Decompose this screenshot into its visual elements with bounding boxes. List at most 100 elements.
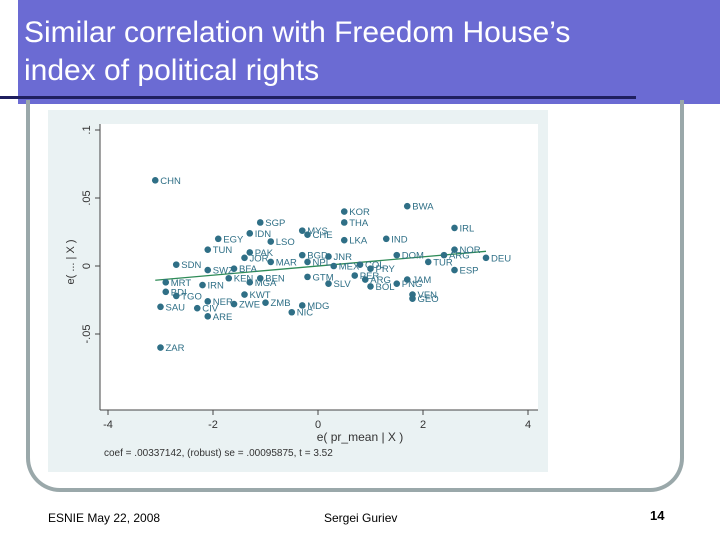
point-label-lso: LSO xyxy=(276,237,295,248)
point-label-esp: ESP xyxy=(460,266,479,277)
point-nic xyxy=(288,308,296,316)
y-tick-label: -.05 xyxy=(81,325,93,344)
point-label-pry: PRY xyxy=(376,264,396,275)
point-label-lka: LKA xyxy=(349,236,368,247)
y-axis-label: e( ... | X ) xyxy=(65,239,77,284)
point-label-nor: NOR xyxy=(460,245,481,256)
point-mdg xyxy=(298,302,306,309)
point-label-zmb: ZMB xyxy=(271,298,291,309)
point-npl xyxy=(304,258,311,266)
point-label-swz: SWZ xyxy=(213,266,234,277)
point-ken xyxy=(225,274,233,282)
point-label-geo: GEO xyxy=(418,294,439,305)
point-jnr xyxy=(325,253,332,260)
point-tgo xyxy=(172,292,180,300)
point-label-sdn: SDN xyxy=(181,260,201,271)
regression-note: coef = .00337142, (robust) se = .0009587… xyxy=(104,448,333,459)
point-label-tha: THA xyxy=(349,218,369,229)
point-zmb xyxy=(262,299,269,307)
point-label-mdg: MDG xyxy=(307,301,329,312)
point-label-mga: MGA xyxy=(255,278,277,289)
point-label-pak: PAK xyxy=(255,248,274,259)
point-sgp xyxy=(256,219,264,226)
x-tick-label: -2 xyxy=(208,419,218,431)
point-pry xyxy=(367,265,374,273)
slide-frame xyxy=(26,100,684,492)
point-label-mex: MEX xyxy=(339,262,360,273)
point-nor xyxy=(451,246,458,253)
title-bar: Similar correlation with Freedom House’s… xyxy=(0,0,720,104)
point-deu xyxy=(482,254,490,262)
y-tick-label: .1 xyxy=(81,125,93,134)
point-dom xyxy=(393,251,401,259)
point-label-arg: ARG xyxy=(370,275,391,286)
point-pak xyxy=(246,249,254,256)
x-axis-label: e( pr_mean | X ) xyxy=(317,430,403,444)
point-label-mrt: MRT xyxy=(171,278,192,289)
point-label-bgd: BGD xyxy=(307,251,328,262)
point-label-col: COL xyxy=(365,260,385,271)
point-ner xyxy=(204,298,212,305)
point-irl xyxy=(451,224,458,232)
point-arg xyxy=(361,276,369,283)
point-label-ind: IND xyxy=(391,234,408,245)
point-tha xyxy=(340,219,348,226)
point-kor xyxy=(340,208,348,215)
point-label-png: PNG xyxy=(402,279,423,290)
point-label-zar: ZAR xyxy=(166,343,185,354)
point-jor xyxy=(241,254,248,262)
point-label-gtm: GTM xyxy=(313,272,334,283)
point-idn xyxy=(246,230,254,237)
point-zar xyxy=(157,344,164,351)
x-tick-label: -4 xyxy=(103,419,113,431)
slide-title: Similar correlation with Freedom House’s… xyxy=(24,16,571,87)
point-label-deu: DEU xyxy=(491,253,511,264)
point-label-mys: MYS xyxy=(307,226,328,237)
point-label-ben: BEN xyxy=(265,274,285,285)
point-civ xyxy=(193,304,201,312)
point-jam xyxy=(403,276,411,283)
point-label-ken: KEN xyxy=(234,274,254,285)
point-bfa xyxy=(230,265,238,273)
point-label-nic: NIC xyxy=(297,308,314,319)
point-slv xyxy=(325,280,332,287)
point-tun xyxy=(204,246,212,253)
point-label-egy: EGY xyxy=(223,234,244,245)
point-chn xyxy=(151,177,159,184)
point-zwe xyxy=(230,300,238,308)
point-are xyxy=(204,313,212,320)
point-gtm xyxy=(304,273,311,281)
footer-date: ESNIE May 22, 2008 xyxy=(48,511,161,525)
point-label-dom: DOM xyxy=(402,251,424,262)
point-per xyxy=(351,272,359,279)
point-label-bwa: BWA xyxy=(412,202,434,213)
point-lka xyxy=(340,236,348,244)
point-egy xyxy=(214,235,222,243)
point-lso xyxy=(267,238,275,245)
point-label-jor: JOR xyxy=(250,253,269,264)
point-kwt xyxy=(241,291,248,298)
point-swz xyxy=(204,266,212,274)
point-label-sau: SAU xyxy=(166,302,186,313)
point-label-irl: IRL xyxy=(460,223,475,234)
point-ind xyxy=(382,235,390,243)
point-label-kor: KOR xyxy=(349,207,370,218)
point-label-jam: JAM xyxy=(412,275,431,286)
point-png xyxy=(393,280,401,287)
point-label-sgp: SGP xyxy=(265,218,285,229)
point-label-ven: VEN xyxy=(418,290,438,301)
footer-author: Sergei Guriev xyxy=(324,511,398,525)
point-label-slv: SLV xyxy=(334,279,352,290)
point-che xyxy=(304,231,311,239)
point-label-per: PER xyxy=(360,271,380,282)
point-sau xyxy=(157,303,164,311)
point-label-arg: ARG xyxy=(449,251,470,262)
x-tick-label: 0 xyxy=(315,419,321,431)
point-ben xyxy=(256,274,264,282)
point-label-chn: CHN xyxy=(160,176,181,187)
point-label-ner: NER xyxy=(213,297,233,308)
point-label-idn: IDN xyxy=(255,229,272,240)
point-mys xyxy=(298,227,306,234)
point-sdn xyxy=(172,261,180,268)
